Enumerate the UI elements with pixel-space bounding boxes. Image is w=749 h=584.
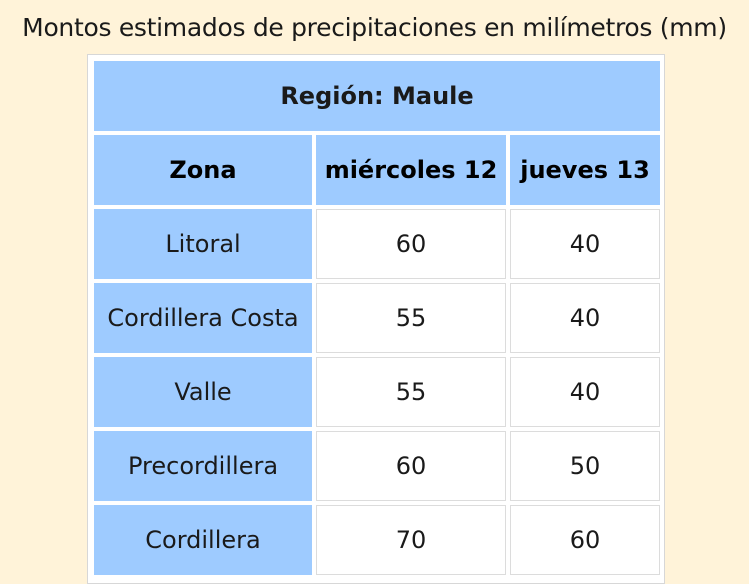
value-cell: 40 bbox=[510, 209, 660, 279]
value-cell: 55 bbox=[316, 283, 506, 353]
value-cell: 40 bbox=[510, 283, 660, 353]
region-row: Región: Maule bbox=[94, 61, 660, 131]
value-cell: 55 bbox=[316, 357, 506, 427]
precipitation-table: Región: Maule Zona miércoles 12 jueves 1… bbox=[90, 57, 664, 579]
table-row: Precordillera 60 50 bbox=[94, 431, 660, 501]
precipitation-table-container: Región: Maule Zona miércoles 12 jueves 1… bbox=[87, 54, 665, 584]
value-cell: 50 bbox=[510, 431, 660, 501]
column-header-jueves: jueves 13 bbox=[510, 135, 660, 205]
zone-cell: Cordillera Costa bbox=[94, 283, 312, 353]
value-cell: 40 bbox=[510, 357, 660, 427]
table-row: Litoral 60 40 bbox=[94, 209, 660, 279]
column-header-row: Zona miércoles 12 jueves 13 bbox=[94, 135, 660, 205]
zone-cell: Valle bbox=[94, 357, 312, 427]
value-cell: 60 bbox=[316, 431, 506, 501]
table-row: Cordillera Costa 55 40 bbox=[94, 283, 660, 353]
value-cell: 70 bbox=[316, 505, 506, 575]
zone-cell: Precordillera bbox=[94, 431, 312, 501]
column-header-zona: Zona bbox=[94, 135, 312, 205]
column-header-miercoles: miércoles 12 bbox=[316, 135, 506, 205]
region-header: Región: Maule bbox=[94, 61, 660, 131]
table-caption: Montos estimados de precipitaciones en m… bbox=[22, 13, 727, 42]
zone-cell: Cordillera bbox=[94, 505, 312, 575]
table-row: Valle 55 40 bbox=[94, 357, 660, 427]
value-cell: 60 bbox=[316, 209, 506, 279]
value-cell: 60 bbox=[510, 505, 660, 575]
table-row: Cordillera 70 60 bbox=[94, 505, 660, 575]
zone-cell: Litoral bbox=[94, 209, 312, 279]
